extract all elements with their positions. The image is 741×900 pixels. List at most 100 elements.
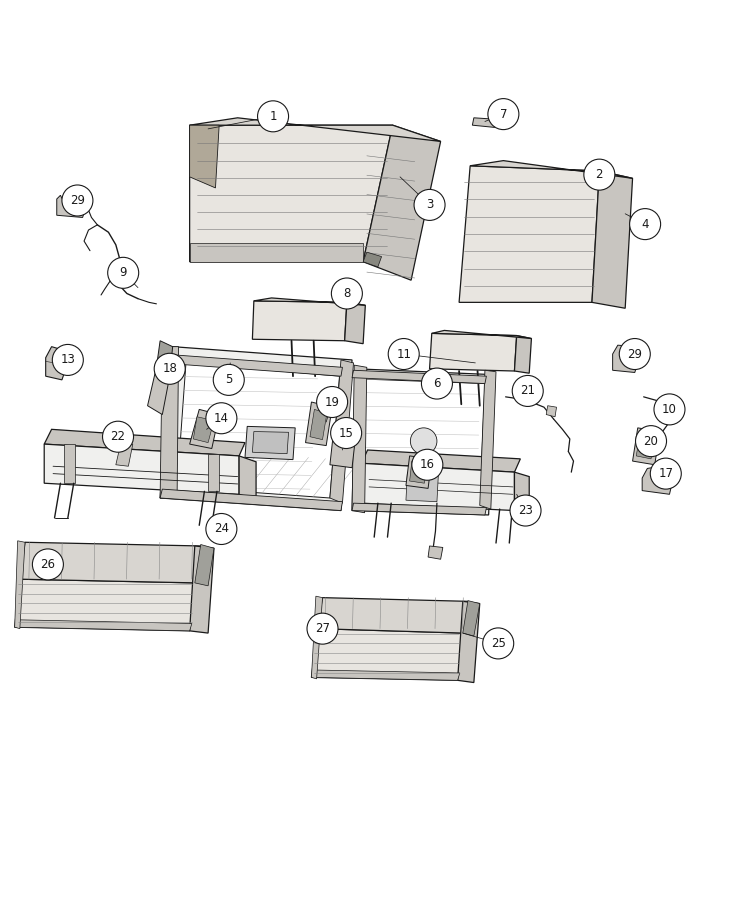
Circle shape <box>206 403 237 434</box>
Polygon shape <box>330 360 353 503</box>
Circle shape <box>512 375 543 407</box>
Polygon shape <box>190 125 219 188</box>
Polygon shape <box>362 464 514 510</box>
Polygon shape <box>458 601 479 682</box>
Circle shape <box>584 159 615 190</box>
Polygon shape <box>57 195 86 218</box>
Circle shape <box>412 449 443 481</box>
Polygon shape <box>592 171 633 309</box>
Polygon shape <box>363 379 485 506</box>
Text: 11: 11 <box>396 347 411 361</box>
Text: 20: 20 <box>644 435 659 447</box>
Circle shape <box>482 628 514 659</box>
Text: 24: 24 <box>214 523 229 536</box>
Circle shape <box>316 386 348 418</box>
Polygon shape <box>190 410 219 448</box>
Polygon shape <box>46 346 68 380</box>
Polygon shape <box>195 544 214 586</box>
Polygon shape <box>160 354 342 376</box>
Text: 13: 13 <box>60 354 76 366</box>
Polygon shape <box>156 341 173 376</box>
Polygon shape <box>193 417 214 443</box>
Text: 19: 19 <box>325 395 339 409</box>
Text: 7: 7 <box>499 108 507 121</box>
Polygon shape <box>20 543 201 583</box>
Circle shape <box>53 345 83 375</box>
Polygon shape <box>514 336 531 374</box>
Circle shape <box>654 394 685 425</box>
Polygon shape <box>406 472 439 501</box>
Polygon shape <box>432 330 531 338</box>
Polygon shape <box>345 302 365 344</box>
Text: 10: 10 <box>662 403 677 416</box>
Text: 8: 8 <box>343 287 350 300</box>
Polygon shape <box>311 670 460 680</box>
Text: 27: 27 <box>315 622 330 635</box>
Circle shape <box>651 458 681 489</box>
Text: 26: 26 <box>41 558 56 571</box>
Polygon shape <box>311 596 322 679</box>
Polygon shape <box>463 600 479 636</box>
Polygon shape <box>330 431 356 468</box>
Polygon shape <box>613 346 640 373</box>
Circle shape <box>33 549 64 580</box>
Polygon shape <box>147 367 170 415</box>
Circle shape <box>510 495 541 526</box>
Polygon shape <box>546 406 556 417</box>
Circle shape <box>206 514 237 544</box>
Circle shape <box>107 257 139 288</box>
Circle shape <box>636 426 666 456</box>
Polygon shape <box>160 489 342 510</box>
Polygon shape <box>190 118 441 141</box>
Polygon shape <box>428 546 443 559</box>
Text: 18: 18 <box>162 363 177 375</box>
Circle shape <box>330 418 362 448</box>
Text: 15: 15 <box>339 427 353 439</box>
Text: 17: 17 <box>658 467 674 480</box>
Text: 5: 5 <box>225 374 233 386</box>
Polygon shape <box>363 125 441 280</box>
Polygon shape <box>362 450 520 472</box>
Text: 14: 14 <box>214 412 229 425</box>
Polygon shape <box>190 125 393 262</box>
Text: 4: 4 <box>642 218 649 230</box>
Polygon shape <box>15 580 195 631</box>
Polygon shape <box>479 370 496 509</box>
Polygon shape <box>430 333 516 371</box>
Circle shape <box>414 189 445 220</box>
Polygon shape <box>633 428 660 464</box>
Text: 9: 9 <box>119 266 127 279</box>
Polygon shape <box>44 444 239 494</box>
Polygon shape <box>305 402 332 446</box>
Polygon shape <box>311 628 463 680</box>
Polygon shape <box>410 461 428 483</box>
Polygon shape <box>116 443 133 466</box>
Circle shape <box>488 99 519 130</box>
Circle shape <box>213 364 245 395</box>
Polygon shape <box>254 298 365 305</box>
Polygon shape <box>352 503 486 515</box>
Polygon shape <box>352 370 486 383</box>
Circle shape <box>307 613 338 644</box>
Circle shape <box>411 428 437 454</box>
Polygon shape <box>64 444 75 483</box>
Polygon shape <box>190 546 214 633</box>
Text: 22: 22 <box>110 430 125 443</box>
Polygon shape <box>310 410 327 440</box>
Text: 23: 23 <box>518 504 533 517</box>
Circle shape <box>331 278 362 309</box>
Text: 16: 16 <box>420 458 435 472</box>
Text: 2: 2 <box>596 168 603 181</box>
Polygon shape <box>459 166 599 302</box>
Polygon shape <box>642 466 674 494</box>
Text: 29: 29 <box>70 194 85 207</box>
Polygon shape <box>44 429 245 456</box>
Polygon shape <box>15 620 192 631</box>
Polygon shape <box>253 301 347 341</box>
Polygon shape <box>253 431 288 454</box>
Polygon shape <box>160 346 352 510</box>
Circle shape <box>154 354 185 384</box>
Polygon shape <box>317 598 468 633</box>
Polygon shape <box>472 118 496 128</box>
Text: 29: 29 <box>628 347 642 361</box>
